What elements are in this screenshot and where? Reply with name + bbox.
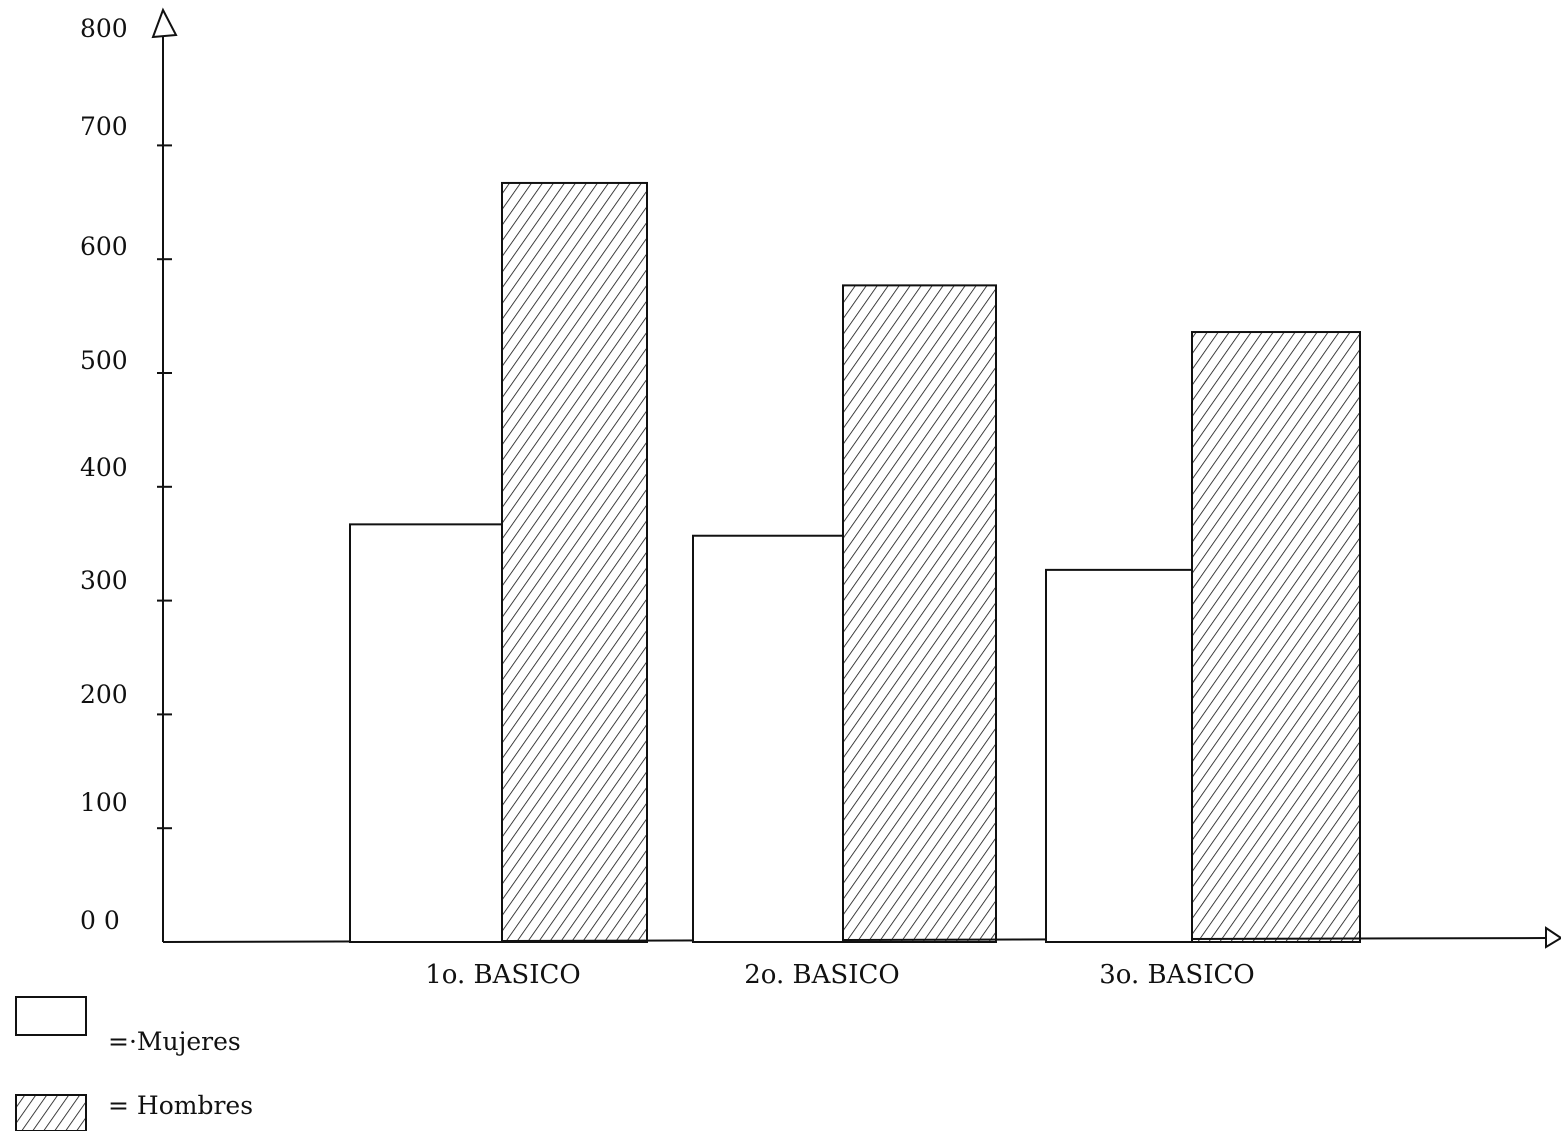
y-tick-label: 600 <box>80 232 128 261</box>
bar-hombres-2 <box>842 284 997 943</box>
x-tick-labels: 1o. BASICO 2o. BASICO 3o. BASICO <box>425 960 1254 990</box>
y-tick-label: 700 <box>80 112 128 141</box>
y-tick-label: 0 0 <box>80 906 120 935</box>
y-tick-label: 300 <box>80 566 128 595</box>
bar-mujeres-2 <box>692 534 844 943</box>
bar-hombres-1 <box>501 181 648 944</box>
y-tick-label: 400 <box>80 453 128 482</box>
x-tick-label: 2o. BASICO <box>744 960 899 990</box>
bar-hombres-3 <box>1191 331 1361 944</box>
y-tick-label: 500 <box>80 346 128 375</box>
x-tick-label: 1o. BASICO <box>425 960 580 990</box>
legend: =·Mujeres = Hombres <box>15 996 253 1131</box>
legend-swatch-mujeres <box>15 996 87 1036</box>
legend-swatch-hombres <box>15 1094 87 1131</box>
x-axis-arrow <box>1545 926 1561 949</box>
y-ticks: 0 0 100 200 300 400 500 600 700 800 <box>80 14 172 935</box>
bar-mujeres-1 <box>349 523 503 943</box>
x-tick-label: 3o. BASICO <box>1099 960 1254 990</box>
bar-mujeres-3 <box>1045 568 1193 944</box>
bars <box>349 181 1361 944</box>
legend-label-hombres: = Hombres <box>108 1091 253 1120</box>
y-axis-arrow <box>151 7 178 39</box>
legend-label-mujeres: =·Mujeres <box>108 1027 241 1056</box>
y-tick-label: 100 <box>80 788 128 817</box>
y-tick-label: 800 <box>80 14 128 43</box>
y-tick-label: 200 <box>80 680 128 709</box>
